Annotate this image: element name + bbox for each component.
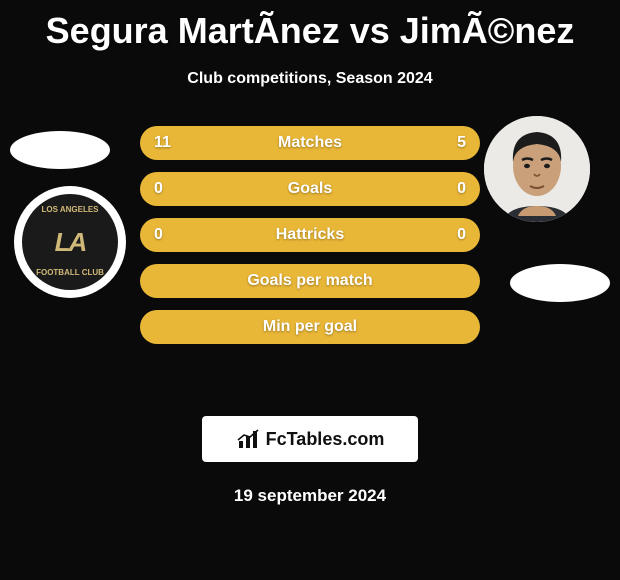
avatar-icon bbox=[484, 116, 590, 222]
stat-right-value: 5 bbox=[457, 134, 466, 152]
stat-bar-matches: 11 Matches 5 bbox=[140, 126, 480, 160]
stat-label: Min per goal bbox=[263, 318, 357, 336]
stat-label: Goals per match bbox=[247, 272, 372, 290]
stat-bar-hattricks: 0 Hattricks 0 bbox=[140, 218, 480, 252]
brand-logo-box: FcTables.com bbox=[202, 416, 418, 462]
right-player-avatar bbox=[484, 116, 590, 222]
stat-right-value: 0 bbox=[457, 226, 466, 244]
stat-label: Hattricks bbox=[276, 226, 344, 244]
brand-text: FcTables.com bbox=[266, 429, 385, 450]
stat-bar-min-per-goal: Min per goal bbox=[140, 310, 480, 344]
compare-area: LOS ANGELES LA FOOTBALL CLUB 11 Matches … bbox=[0, 126, 620, 406]
stat-bar-goals-per-match: Goals per match bbox=[140, 264, 480, 298]
stat-label: Goals bbox=[288, 180, 332, 198]
left-placeholder-oval bbox=[10, 131, 110, 169]
page-title: Segura MartÃ­nez vs JimÃ©nez bbox=[0, 0, 620, 52]
right-placeholder-oval bbox=[510, 264, 610, 302]
stat-label: Matches bbox=[278, 134, 342, 152]
lafc-badge-icon: LOS ANGELES LA FOOTBALL CLUB bbox=[22, 194, 118, 290]
date-text: 19 september 2024 bbox=[0, 486, 620, 506]
stat-left-value: 0 bbox=[154, 226, 163, 244]
stat-right-value: 0 bbox=[457, 180, 466, 198]
page-subtitle: Club competitions, Season 2024 bbox=[0, 70, 620, 88]
bar-chart-icon bbox=[236, 427, 260, 451]
stat-bar-goals: 0 Goals 0 bbox=[140, 172, 480, 206]
badge-text-top: LOS ANGELES bbox=[41, 206, 98, 215]
badge-text-mid: LA bbox=[55, 228, 86, 257]
badge-text-bot: FOOTBALL CLUB bbox=[36, 269, 104, 278]
stat-left-value: 0 bbox=[154, 180, 163, 198]
stat-left-value: 11 bbox=[154, 134, 171, 152]
left-club-badge: LOS ANGELES LA FOOTBALL CLUB bbox=[14, 186, 126, 298]
stat-bars: 11 Matches 5 0 Goals 0 0 Hattricks 0 Goa… bbox=[140, 126, 480, 356]
